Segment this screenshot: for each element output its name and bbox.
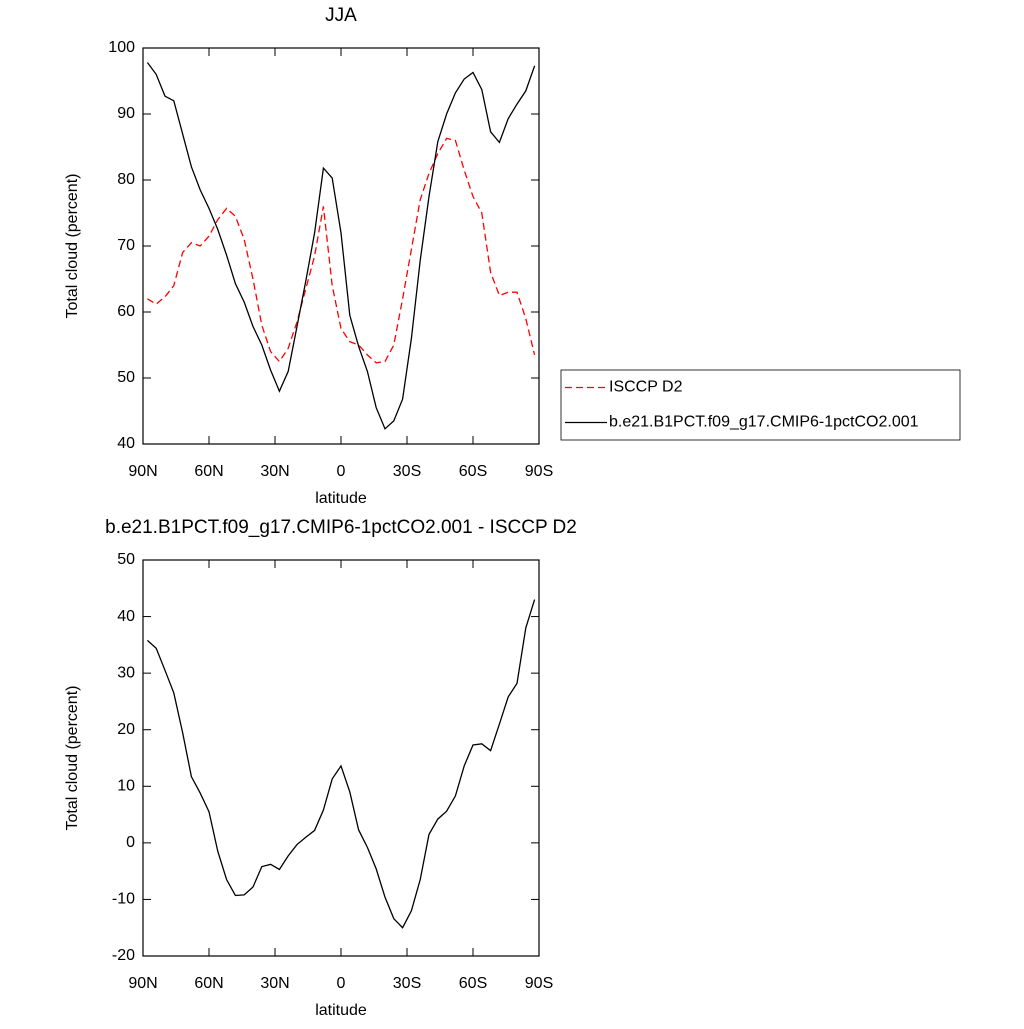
x-tick-label: 0 (337, 975, 346, 992)
x-tick-label: 30N (260, 463, 289, 480)
chart-title: b.e21.B1PCT.f09_g17.CMIP6-1pctCO2.001 - … (105, 517, 577, 538)
y-tick-label: 40 (117, 608, 135, 625)
x-tick-label: 60S (459, 463, 487, 480)
y-tick-label: 90 (117, 105, 135, 122)
plot-frame (142, 47, 540, 445)
legend-label: b.e21.B1PCT.f09_g17.CMIP6-1pctCO2.001 (609, 414, 919, 431)
x-tick-label: 0 (337, 463, 346, 480)
y-tick-label: 50 (117, 551, 135, 568)
x-tick-label: 30S (393, 975, 421, 992)
x-tick-label: 30S (393, 463, 421, 480)
data-line (147, 137, 536, 364)
y-tick-label: 0 (126, 834, 135, 851)
x-tick-label: 60S (459, 975, 487, 992)
x-tick-label: 90S (525, 463, 553, 480)
x-tick-label: 30N (260, 975, 289, 992)
plot-frame (142, 559, 540, 957)
x-axis-label: latitude (315, 490, 367, 507)
data-line (146, 599, 536, 929)
y-tick-label: 100 (108, 39, 135, 56)
x-axis-label: latitude (315, 1002, 367, 1019)
x-tick-label: 60N (194, 975, 223, 992)
y-tick-label: 40 (117, 435, 135, 452)
x-tick-label: 90S (525, 975, 553, 992)
y-axis-label: Total cloud (percent) (64, 174, 81, 319)
y-tick-label: -10 (112, 891, 135, 908)
x-tick-label: 60N (194, 463, 223, 480)
y-tick-label: 60 (117, 303, 135, 320)
y-tick-label: 70 (117, 237, 135, 254)
x-tick-label: 90N (128, 463, 157, 480)
y-axis-label: Total cloud (percent) (64, 686, 81, 831)
y-tick-label: 20 (117, 721, 135, 738)
legend-label: ISCCP D2 (609, 379, 683, 396)
y-tick-label: 10 (117, 778, 135, 795)
x-tick-label: 90N (128, 975, 157, 992)
data-line (146, 62, 536, 430)
y-tick-label: 30 (117, 664, 135, 681)
y-tick-label: -20 (112, 947, 135, 964)
y-tick-label: 50 (117, 369, 135, 386)
legend-box (560, 369, 961, 441)
y-tick-label: 80 (117, 171, 135, 188)
chart-title: JJA (325, 5, 357, 26)
